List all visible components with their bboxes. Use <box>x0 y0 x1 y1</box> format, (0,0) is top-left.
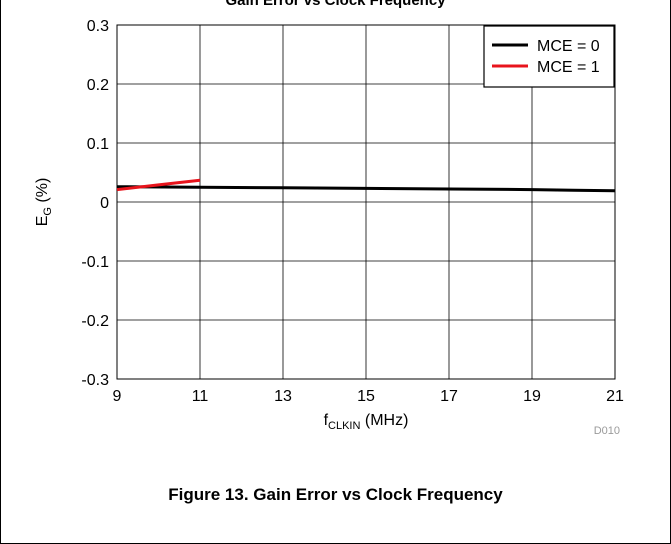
y-axis-label: EG (%) <box>34 178 54 227</box>
y-tick-label: -0.2 <box>81 313 109 330</box>
x-tick-label: 15 <box>357 388 375 405</box>
legend: MCE = 0 MCE = 1 <box>483 25 615 88</box>
legend-box <box>483 25 615 88</box>
y-tick-label: 0.1 <box>87 136 109 153</box>
x-tick-label: 13 <box>274 388 292 405</box>
series-line-mce-1 <box>116 178 201 192</box>
legend-label-mce-1: MCE = 1 <box>537 59 600 76</box>
series-lines <box>116 178 616 193</box>
x-tick-label: 9 <box>113 388 122 405</box>
y-tick-label: 0 <box>100 195 109 212</box>
y-tick-labels: 0.3 0.2 0.1 0 -0.1 -0.2 -0.3 <box>81 18 109 389</box>
y-tick-label: -0.1 <box>81 254 109 271</box>
x-axis-label: fCLKIN (MHz) <box>324 412 409 432</box>
x-tick-label: 11 <box>192 388 209 405</box>
x-tick-labels: 9 11 13 15 17 19 21 <box>113 388 624 405</box>
x-tick-label: 21 <box>606 388 624 405</box>
series-line-mce-0 <box>116 185 616 193</box>
x-tick-label: 17 <box>440 388 458 405</box>
y-tick-label: -0.3 <box>81 372 109 389</box>
figure-id: D010 <box>594 425 620 437</box>
y-tick-label: 0.2 <box>87 77 109 94</box>
legend-label-mce-0: MCE = 0 <box>537 38 600 55</box>
y-tick-label: 0.3 <box>87 18 109 35</box>
plot-area-border <box>116 24 616 380</box>
figure-caption: Figure 13. Gain Error vs Clock Frequency <box>168 485 503 504</box>
top-caption: Gain Error vs Clock Frequency <box>225 0 446 9</box>
x-tick-label: 19 <box>523 388 541 405</box>
